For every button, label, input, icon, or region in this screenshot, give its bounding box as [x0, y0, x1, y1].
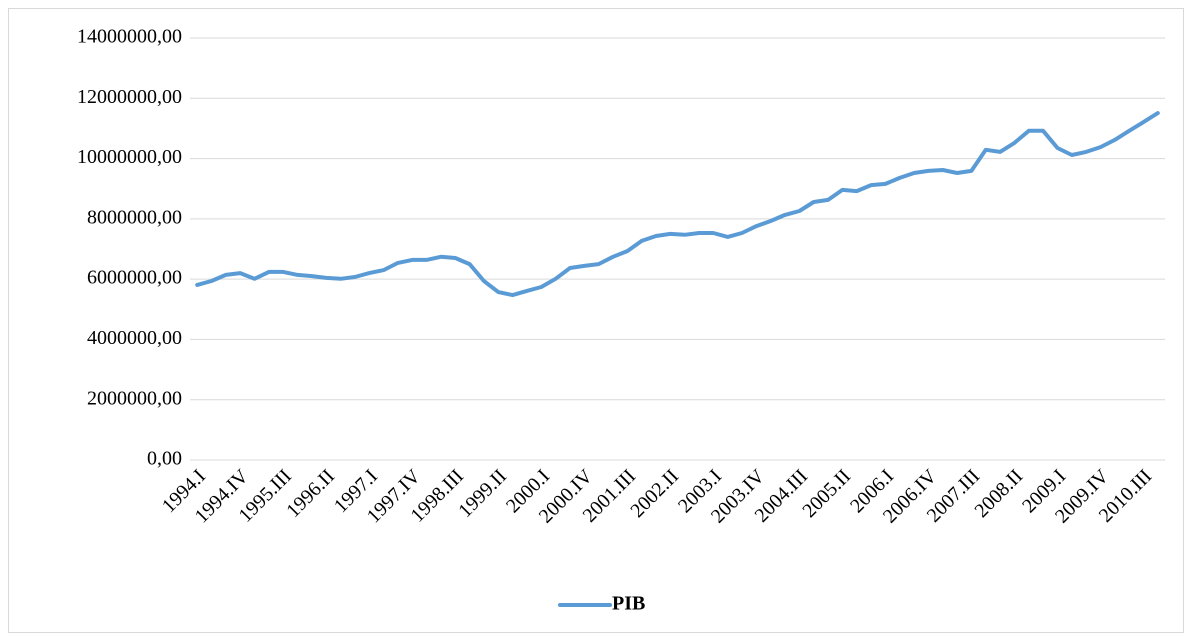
y-tick-label: 0,00	[147, 448, 182, 470]
y-tick-label: 2000000,00	[87, 387, 182, 409]
y-tick-label: 6000000,00	[87, 267, 182, 289]
y-tick-label: 10000000,00	[77, 146, 182, 168]
y-tick-label: 12000000,00	[77, 86, 182, 108]
y-tick-label: 14000000,00	[77, 26, 182, 48]
legend-label: PIB	[612, 593, 645, 615]
y-tick-label: 4000000,00	[87, 327, 182, 349]
y-tick-label: 8000000,00	[87, 206, 182, 228]
chart-frame	[8, 8, 1184, 633]
data-line	[195, 111, 1160, 298]
